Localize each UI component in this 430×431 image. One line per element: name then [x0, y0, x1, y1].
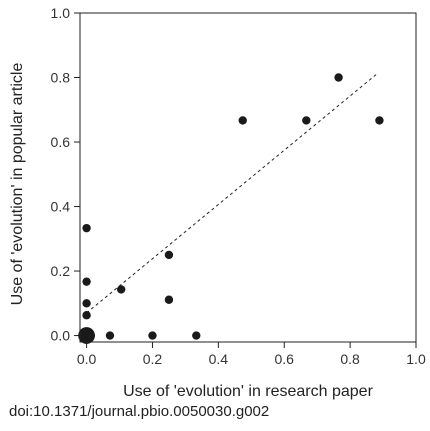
- y-tick-label: 0.0: [51, 328, 71, 344]
- axis-ticks: [74, 12, 417, 348]
- x-axis-title: Use of 'evolution' in research paper: [123, 383, 373, 400]
- trend-line: [86, 73, 377, 314]
- y-tick-label: 0.6: [51, 134, 71, 150]
- data-point: [375, 116, 384, 125]
- doi-caption: doi:10.1371/journal.pbio.0050030.g002: [9, 403, 270, 420]
- x-tick-label: 0.4: [209, 351, 229, 367]
- y-axis-title: Use of 'evolution' in popular article: [9, 63, 26, 306]
- data-point: [82, 223, 91, 233]
- x-tick-label: 0.2: [143, 351, 163, 367]
- data-point: [148, 331, 157, 340]
- tick-labels: 0.0 0.2 0.4 0.6 0.8 1.0 0.0 0.2 0.4 0.6 0.8 1.0: [51, 5, 426, 367]
- data-point: [116, 285, 126, 294]
- data-point: [82, 299, 91, 308]
- x-tick-label: 0.6: [275, 351, 295, 367]
- data-point: [238, 116, 247, 125]
- data-point: [302, 116, 311, 125]
- y-tick-label: 0.4: [51, 199, 71, 215]
- data-point: [334, 73, 343, 82]
- data-point: [192, 331, 201, 340]
- data-point: [164, 250, 174, 260]
- x-tick-label: 1.0: [406, 351, 426, 367]
- data-points: [78, 73, 384, 344]
- y-tick-label: 1.0: [51, 5, 71, 21]
- plot-frame: [79, 12, 417, 343]
- data-point: [105, 331, 115, 340]
- data-point: [164, 295, 174, 304]
- x-tick-label: 0.0: [77, 351, 97, 367]
- data-point: [82, 311, 91, 320]
- x-tick-label: 0.8: [340, 351, 360, 367]
- y-tick-label: 0.8: [51, 70, 71, 86]
- data-point: [78, 327, 95, 344]
- y-tick-label: 0.2: [51, 263, 71, 279]
- data-point: [82, 277, 91, 286]
